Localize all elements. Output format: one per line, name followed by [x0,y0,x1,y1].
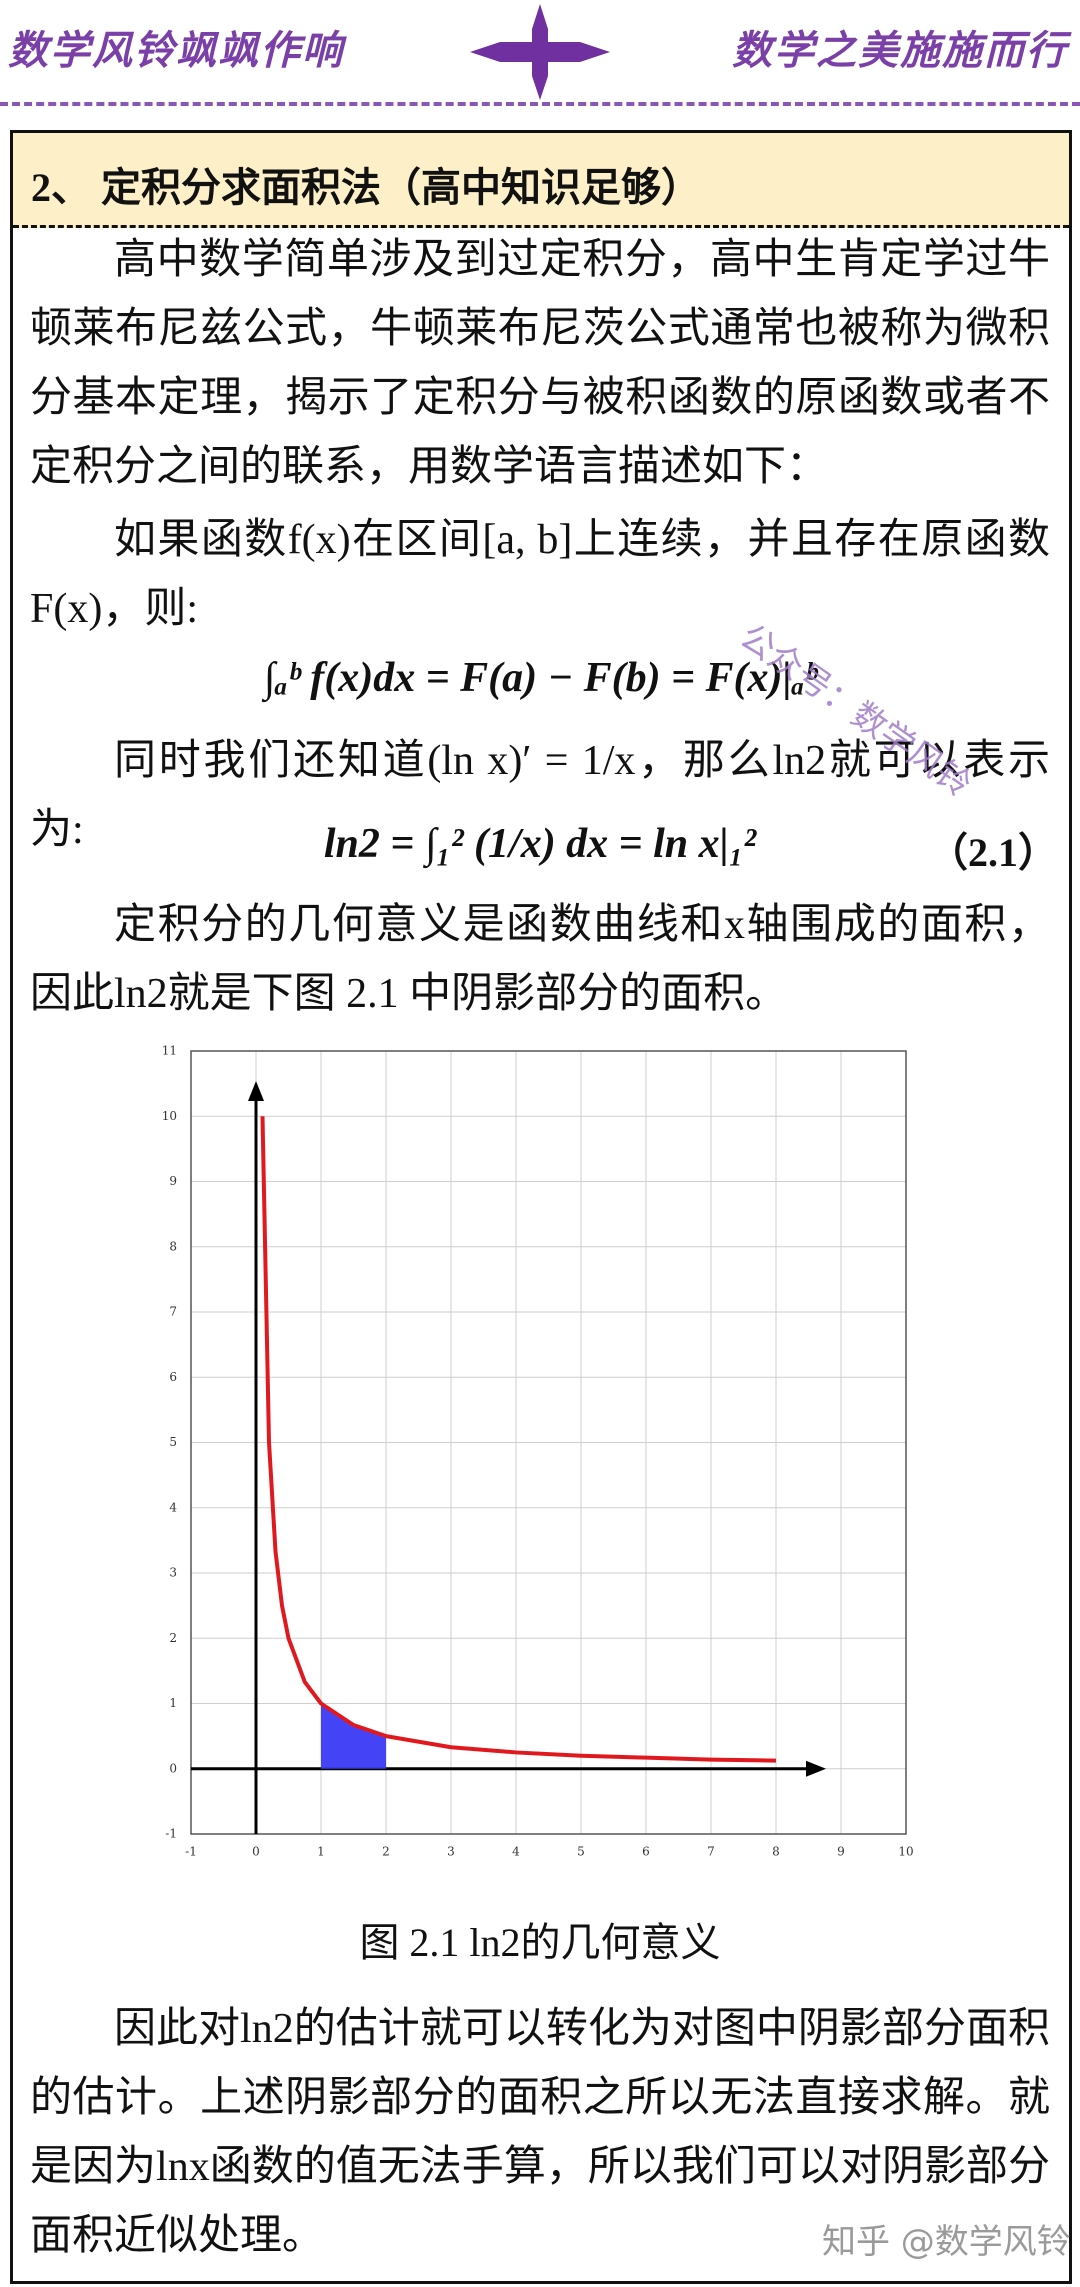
y-axis-arrow [248,1081,264,1101]
x-tick-label: 3 [447,1845,455,1859]
y-tick-label: 2 [169,1631,177,1645]
x-tick-label: 2 [382,1845,390,1859]
paragraph: 定积分的几何意义是函数曲线和x轴围成的面积，因此ln2就是下图 2.1 中阴影部… [30,902,1050,1017]
x-tick-label: 7 [707,1845,715,1859]
plot-frame [190,1050,907,1835]
y-tick-label: 4 [169,1500,177,1514]
paragraph: 同时我们还知道(ln x)′ = 1/x，那么ln2就可以表示为: [30,738,1050,853]
y-tick-label: 5 [169,1435,177,1449]
formula: ∫ₐᵇ f(x)dx = F(a) − F(b) = F(x)|ₐᵇ [263,655,817,701]
caption: 图 2.1 ln2的几何意义 [359,1920,721,1965]
x-tick-label: 9 [837,1845,845,1859]
x-tick-label: 10 [898,1845,913,1859]
paragraph: 因此对ln2的估计就可以转化为对图中阴影部分面积的估计。上述阴影部分的面积之所以… [30,2006,1050,2259]
y-tick-label: 9 [169,1174,177,1188]
y-tick-label: 8 [169,1239,177,1253]
footer-watermark: 知乎 @数学风铃 [822,2222,1071,2262]
x-tick-label: 4 [512,1845,520,1859]
x-tick-label: -1 [185,1845,197,1859]
content-box [10,130,1072,2284]
section-header: 2、 定积分求面积法（高中知识足够） [13,133,1069,228]
header-rule [0,102,1080,106]
header-cross [470,4,610,100]
x-tick-label: 0 [252,1845,260,1859]
curve [260,1116,777,1763]
formula: ln2 = ∫₁² (1/x) dx = ln x|₁² [323,821,757,867]
y-tick-label: 0 [169,1761,177,1775]
y-tick-label: 6 [169,1370,177,1384]
y-tick-label: 1 [169,1696,177,1710]
x-tick-label: 1 [317,1845,325,1859]
paragraph: 高中数学简单涉及到过定积分，高中生肯定学过牛顿莱布尼兹公式，牛顿莱布尼茨公式通常… [30,237,1050,490]
y-tick-label: -1 [165,1827,177,1841]
y-tick-label: 7 [169,1305,177,1319]
formula-number: （2.1） [928,830,1058,875]
header-right: 数学之美施施而行 [732,28,1068,73]
x-tick-label: 6 [642,1845,650,1859]
x-tick-label: 5 [577,1845,585,1859]
x-tick-label: 8 [772,1845,780,1859]
y-tick-label: 3 [169,1566,177,1580]
y-tick-label: 10 [162,1109,177,1123]
paragraph: 如果函数f(x)在区间[a, b]上连续，并且存在原函数F(x)，则: [30,517,1050,632]
chart: -1 0 1 2 3 4 5 6 7 8 9 10 -1 0 1 2 3 4 5 6 7 8 9 10 11 [162,1044,914,1859]
shaded-area [321,1703,386,1769]
section-title: 2、 定积分求面积法（高中知识足够） [31,165,701,210]
y-tick-label: 11 [162,1044,177,1058]
x-axis-arrow [806,1760,826,1777]
header-left: 数学风铃飒飒作响 [8,28,344,73]
